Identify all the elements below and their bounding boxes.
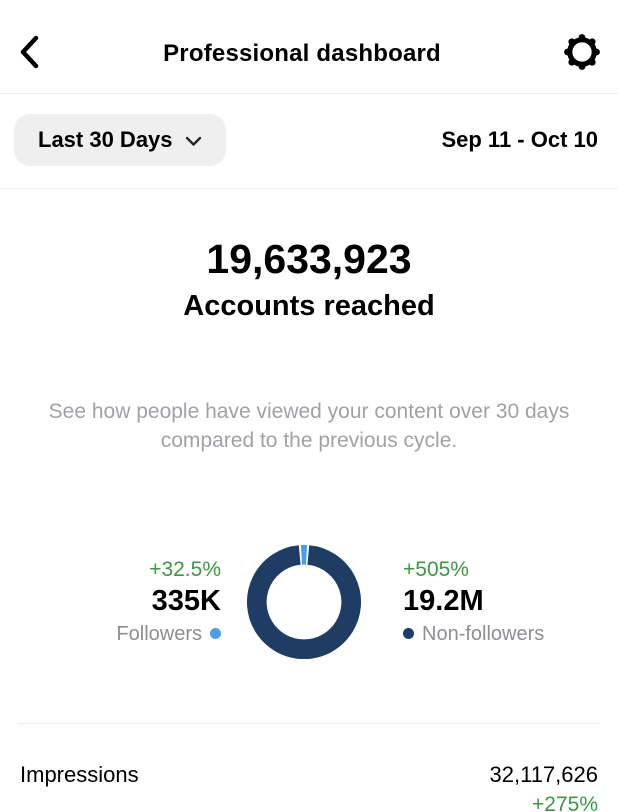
impressions-values: 32,117,626 +275%	[490, 762, 598, 812]
nonfollowers-value: 19.2M	[403, 584, 484, 617]
date-range-text: Sep 11 - Oct 10	[441, 127, 598, 152]
nonfollowers-label-text: Non-followers	[422, 622, 545, 645]
date-range-selector-button[interactable]: Last 30 Days	[14, 114, 226, 166]
reach-value: 19,633,923	[206, 236, 412, 282]
impressions-value: 32,117,626	[489, 762, 598, 787]
settings-button[interactable]	[560, 30, 604, 77]
reach-label: Accounts reached	[183, 290, 435, 322]
divider	[18, 723, 600, 724]
page-title: Professional dashboard	[163, 39, 441, 67]
impressions-label: Impressions	[20, 762, 139, 787]
followers-stat: +32.5% 335K Followers	[55, 558, 221, 645]
followers-value: 335K	[151, 584, 221, 617]
followers-label: Followers	[116, 622, 221, 646]
impressions-row: Impressions 32,117,626 +275%	[0, 724, 618, 812]
nonfollowers-legend-dot-icon	[403, 628, 414, 640]
followers-label-text: Followers	[116, 622, 202, 645]
reach-breakdown-section: +32.5% 335K Followers +505% 19.2M Non-fo…	[0, 543, 618, 661]
back-chevron-icon	[16, 34, 42, 73]
nonfollowers-stat: +505% 19.2M Non-followers	[403, 558, 563, 645]
header: Professional dashboard	[0, 0, 618, 94]
date-range-selector-label: Last 30 Days	[38, 127, 173, 152]
followers-change: +32.5%	[149, 558, 221, 582]
filter-bar: Last 30 Days Sep 11 - Oct 10	[0, 94, 618, 189]
reach-donut-svg	[247, 544, 361, 659]
reach-summary: 19,633,923 Accounts reached	[0, 239, 618, 321]
chevron-down-icon	[185, 127, 202, 153]
gear-icon	[562, 32, 602, 75]
followers-legend-dot-icon	[210, 628, 221, 640]
impressions-change: +275%	[532, 793, 598, 812]
reach-donut-chart	[245, 543, 363, 661]
back-button[interactable]	[14, 32, 44, 75]
nonfollowers-change: +505%	[403, 558, 469, 582]
nonfollowers-label: Non-followers	[403, 622, 544, 646]
reach-description: See how people have viewed your content …	[48, 400, 570, 452]
